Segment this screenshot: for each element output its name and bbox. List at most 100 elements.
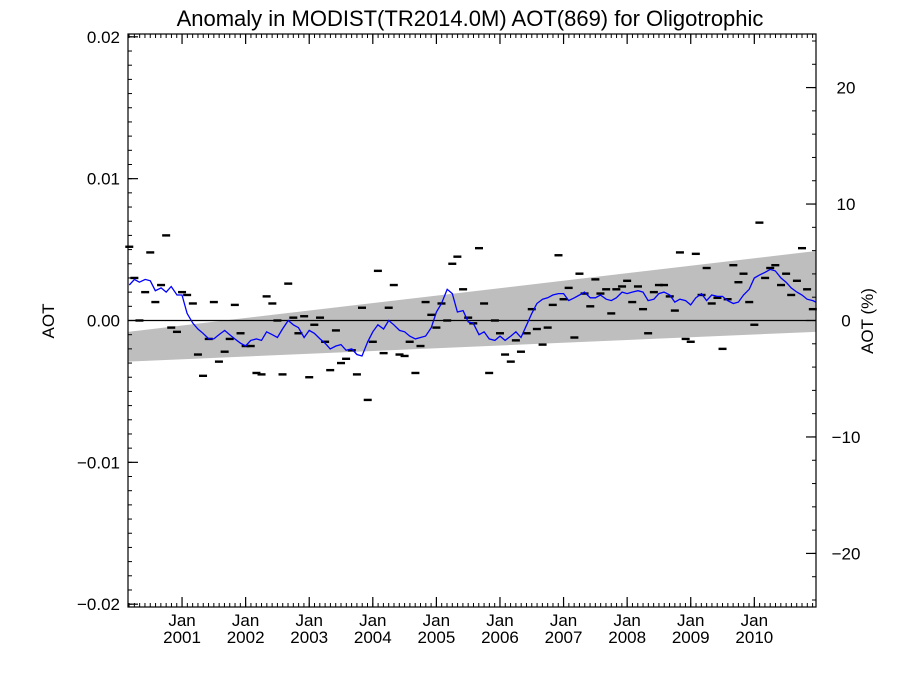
left-tick-label: 0.01 — [87, 170, 120, 189]
x-tick-label-month: Jan — [168, 611, 195, 630]
data-point-marker — [178, 290, 187, 294]
data-point-marker — [702, 266, 711, 270]
data-point-marker — [538, 343, 547, 346]
data-point-marker — [506, 360, 515, 363]
left-tick-label: 0.00 — [87, 312, 120, 331]
data-point-marker — [787, 293, 796, 297]
data-point-marker — [723, 298, 732, 301]
data-point-marker — [416, 344, 425, 348]
data-point-marker — [713, 296, 722, 300]
left-tick-label: −0.02 — [77, 595, 120, 614]
data-point-marker — [294, 332, 303, 335]
data-point-marker — [691, 252, 700, 256]
data-point-marker — [157, 283, 166, 287]
data-point-marker — [707, 302, 716, 305]
x-tick-label-year: 2003 — [290, 628, 328, 647]
data-point-marker — [230, 303, 239, 307]
data-point-marker — [183, 293, 192, 297]
data-point-marker — [516, 350, 525, 353]
right-y-axis: 20 10 0 −10 −20 — [806, 40, 861, 601]
x-tick-label-month: Jan — [741, 611, 768, 630]
data-point-marker — [199, 374, 208, 378]
data-point-marker — [586, 305, 595, 308]
x-tick-label-year: 2007 — [545, 628, 583, 647]
x-tick-label-month: Jan — [677, 611, 704, 630]
x-tick-label-year: 2010 — [735, 628, 773, 647]
data-point-marker — [660, 283, 669, 287]
data-point-marker — [686, 340, 695, 343]
x-tick-label-year: 2008 — [608, 628, 646, 647]
data-point-marker — [734, 281, 743, 284]
data-point-marker — [172, 330, 181, 334]
right-tick-label: 20 — [837, 79, 856, 98]
data-point-marker — [379, 351, 388, 355]
data-point-marker — [777, 283, 786, 287]
x-tick-label-month: Jan — [359, 611, 386, 630]
data-point-marker — [284, 282, 293, 285]
data-point-marker — [596, 292, 605, 295]
data-point-marker — [411, 371, 420, 375]
data-point-marker — [151, 300, 160, 304]
right-tick-label: −20 — [832, 544, 861, 563]
data-point-marker — [575, 272, 584, 275]
data-point-marker — [193, 353, 202, 356]
right-tick-label: −10 — [832, 428, 861, 447]
data-point-marker — [729, 263, 738, 267]
data-point-marker — [316, 316, 325, 319]
data-point-marker — [278, 373, 287, 376]
data-point-marker — [459, 288, 468, 291]
data-point-marker — [644, 332, 653, 335]
right-tick-label: 10 — [837, 195, 856, 214]
data-point-marker — [675, 251, 684, 254]
data-point-marker — [618, 285, 627, 288]
data-point-marker — [326, 368, 335, 372]
x-tick-label-month: Jan — [613, 611, 640, 630]
data-point-marker — [220, 350, 229, 353]
data-point-marker — [405, 340, 414, 343]
x-tick-label-year: 2001 — [163, 628, 201, 647]
data-point-marker — [602, 288, 611, 291]
data-point-marker — [310, 323, 319, 326]
data-point-marker — [273, 319, 282, 322]
data-point-marker — [443, 319, 452, 322]
data-point-marker — [607, 312, 616, 315]
data-point-marker — [485, 371, 494, 375]
data-point-marker — [357, 306, 366, 309]
data-point-marker — [697, 293, 706, 297]
data-point-marker — [331, 329, 340, 332]
data-point-marker — [421, 300, 430, 304]
data-point-marker — [246, 344, 255, 348]
data-point-marker — [548, 303, 557, 307]
x-tick-label-month: Jan — [423, 611, 450, 630]
data-point-marker — [649, 290, 658, 294]
data-point-marker — [792, 279, 801, 282]
data-point-marker — [432, 326, 441, 329]
data-point-marker — [761, 276, 770, 280]
data-point-marker — [427, 313, 436, 317]
uncertainty-band — [128, 251, 816, 362]
data-point-marker — [252, 371, 261, 375]
data-point-marker — [543, 326, 552, 329]
data-point-marker — [125, 245, 134, 248]
data-point-marker — [236, 332, 245, 335]
data-point-marker — [130, 276, 139, 280]
data-point-marker — [654, 283, 663, 287]
running-mean-line — [128, 268, 817, 357]
data-point-marker — [321, 340, 330, 343]
data-point-marker — [522, 332, 531, 335]
left-y-axis: 0.02 0.01 0.00 −0.01 −0.02 — [77, 28, 138, 614]
data-point-marker — [257, 373, 266, 376]
data-point-marker — [395, 353, 404, 356]
data-point-marker — [490, 319, 499, 322]
data-point-marker — [400, 354, 409, 358]
data-point-marker — [803, 288, 812, 291]
x-tick-label-month: Jan — [232, 611, 259, 630]
plot-area — [125, 33, 817, 608]
data-point-marker — [209, 300, 218, 304]
left-axis-label: AOT — [39, 304, 58, 339]
data-point-marker — [580, 292, 589, 295]
data-point-marker — [591, 278, 600, 281]
data-point-marker — [300, 315, 309, 318]
data-point-marker — [305, 376, 314, 379]
